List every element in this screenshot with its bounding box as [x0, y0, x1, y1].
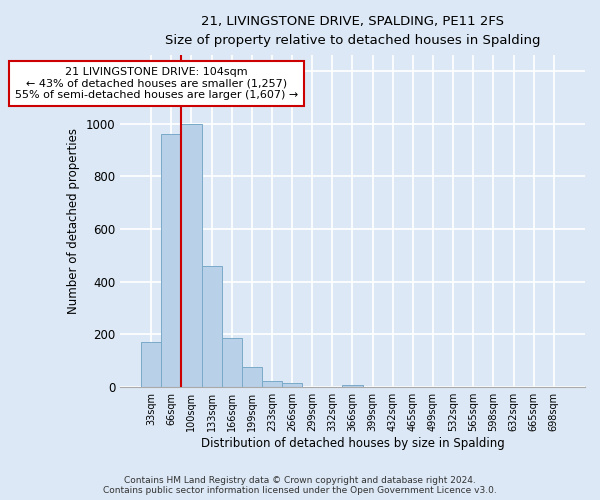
Bar: [161, 134, 181, 387]
Title: 21, LIVINGSTONE DRIVE, SPALDING, PE11 2FS
Size of property relative to detached : 21, LIVINGSTONE DRIVE, SPALDING, PE11 2F…: [165, 15, 540, 47]
Bar: [242, 368, 262, 387]
Bar: [262, 380, 282, 387]
Bar: [202, 266, 221, 387]
Bar: [181, 124, 202, 387]
Bar: [282, 384, 302, 387]
Bar: [141, 342, 161, 387]
Bar: [343, 384, 362, 387]
X-axis label: Distribution of detached houses by size in Spalding: Distribution of detached houses by size …: [200, 437, 505, 450]
Bar: [221, 338, 242, 387]
Text: Contains HM Land Registry data © Crown copyright and database right 2024.
Contai: Contains HM Land Registry data © Crown c…: [103, 476, 497, 495]
Y-axis label: Number of detached properties: Number of detached properties: [67, 128, 80, 314]
Text: 21 LIVINGSTONE DRIVE: 104sqm
← 43% of detached houses are smaller (1,257)
55% of: 21 LIVINGSTONE DRIVE: 104sqm ← 43% of de…: [15, 67, 298, 100]
